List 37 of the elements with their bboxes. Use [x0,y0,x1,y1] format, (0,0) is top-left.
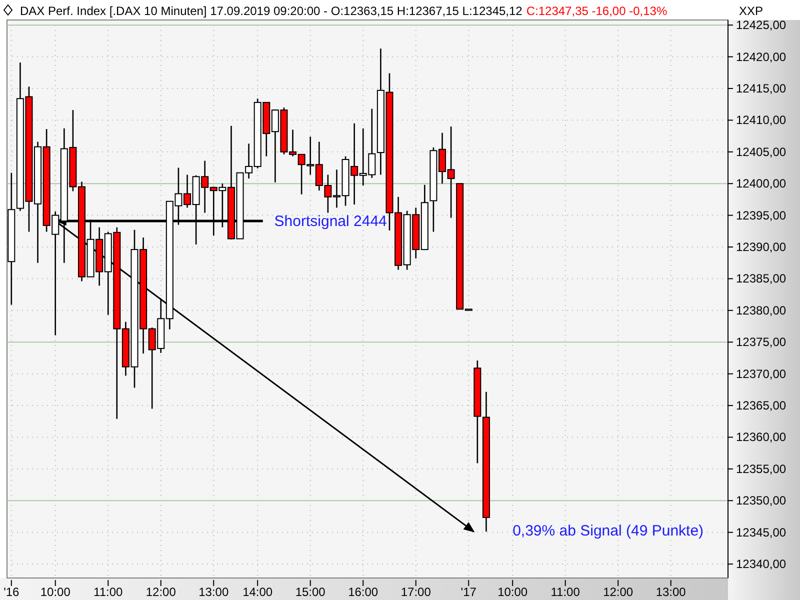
x-tick-label: 16:00 [348,585,378,599]
x-tick-label: 11:00 [94,585,124,599]
y-tick-label: 12360,00 [736,430,786,444]
x-tick-label: 12:00 [603,585,634,599]
y-tick-label: 12385,00 [736,272,786,286]
chart-subtitle: C:12347,35 -16,00 -0,13% [526,4,668,18]
chart-title: DAX Perf. Index [.DAX 10 Minuten] 17.09.2019 09:20:00 - O:12363,15 H:12367,15 L:12345,12 [20,4,523,18]
y-tick-label: 12410,00 [736,113,786,128]
y-tick-label: 12355,00 [736,462,786,476]
x-tick-label: '17 [460,585,477,599]
y-tick-label: 12395,00 [736,208,786,222]
annotation: 0,39% ab Signal (49 Punkte) [512,522,704,540]
y-tick-label: 12380,00 [736,303,786,318]
annotation: Shortsignal 2444 [274,213,387,230]
y-tick-label: 12390,00 [736,240,786,254]
x-tick-label: 15:00 [295,585,326,599]
x-tick-label: 13:00 [656,585,686,599]
y-tick-label: 12365,00 [736,398,786,413]
y-tick-label: 12345,00 [736,525,786,540]
x-tick-label: 10:00 [40,585,71,599]
y-tick-label: 12350,00 [736,494,786,508]
y-tick-label: 12370,00 [736,366,786,381]
y-tick-label: 12340,00 [736,557,786,572]
y-tick-label: 12405,00 [736,144,786,159]
y-tick-label: 12425,00 [736,18,786,32]
x-tick-label: 12:00 [146,585,176,599]
x-tick-label: 10:00 [498,585,528,599]
y-tick-label: 12375,00 [736,335,786,350]
x-tick-label: '16 [4,585,20,599]
y-tick-label: 12420,00 [736,50,786,64]
x-tick-label: 17:00 [400,585,432,599]
x-tick-label: 11:00 [550,585,580,599]
y-tick-label: 12415,00 [736,81,786,96]
x-tick-label: 14:00 [242,585,273,599]
y-axis-title: XXP [739,4,764,18]
y-tick-label: 12400,00 [736,176,786,191]
x-tick-label: 13:00 [198,585,229,599]
